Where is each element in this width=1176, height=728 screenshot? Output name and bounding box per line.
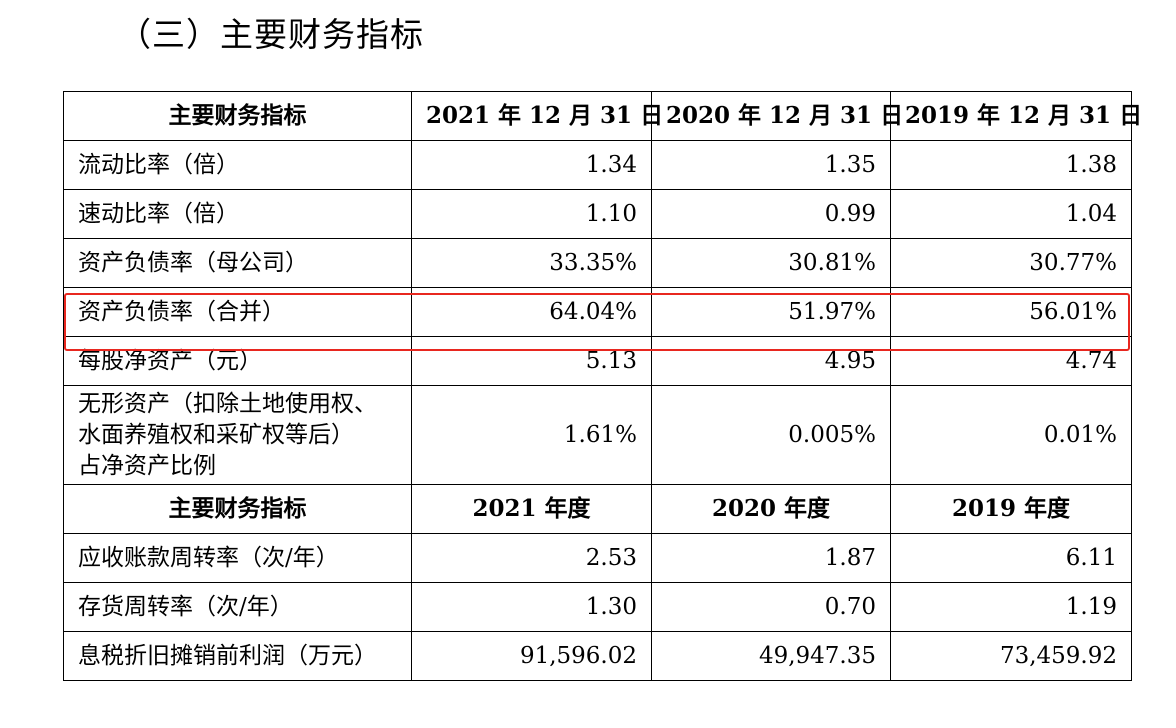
table-row: 存货周转率（次/年） 1.30 0.70 1.19 [63, 582, 1132, 632]
value-2019: 6.11 [890, 533, 1132, 583]
value-2020: 30.81% [651, 238, 891, 288]
value-2021: 91,596.02 [411, 631, 652, 681]
value-2020: 0.005% [651, 385, 891, 485]
row-label: 息税折旧摊销前利润（万元） [63, 631, 412, 681]
row-label-line: 无形资产（扣除土地使用权、 [78, 390, 377, 417]
row-label-line: 水面养殖权和采矿权等后） [78, 421, 354, 448]
value-2021: 1.61% [411, 385, 652, 485]
table-row: 息税折旧摊销前利润（万元） 91,596.02 49,947.35 73,459… [63, 631, 1132, 681]
value-2020: 0.99 [651, 189, 891, 239]
period-header-row: 主要财务指标 2021 年度 2020 年度 2019 年度 [63, 484, 1132, 534]
value-2020: 4.95 [651, 336, 891, 386]
table-row: 流动比率（倍） 1.34 1.35 1.38 [63, 140, 1132, 190]
table-row: 速动比率（倍） 1.10 0.99 1.04 [63, 189, 1132, 239]
value-2021: 1.34 [411, 140, 652, 190]
value-2019: 4.74 [890, 336, 1132, 386]
header-col-2020: 2020 年度 [651, 484, 891, 534]
highlighted-row: 资产负债率（合并） 64.04% 51.97% 56.01% [63, 287, 1132, 337]
section-heading: （三）主要财务指标 [118, 15, 424, 54]
row-label: 应收账款周转率（次/年） [63, 533, 412, 583]
value-2019: 56.01% [890, 287, 1132, 337]
value-2020: 51.97% [651, 287, 891, 337]
header-label-cell: 主要财务指标 [63, 484, 412, 534]
value-2019: 30.77% [890, 238, 1132, 288]
value-2020: 0.70 [651, 582, 891, 632]
value-2019: 73,459.92 [890, 631, 1132, 681]
balance-header-row: 主要财务指标 2021 年 12 月 31 日 2020 年 12 月 31 日… [63, 91, 1142, 141]
row-label-multiline: 无形资产（扣除土地使用权、 水面养殖权和采矿权等后） 占净资产比例 [63, 385, 412, 485]
value-2021: 1.30 [411, 582, 652, 632]
value-2020: 1.35 [651, 140, 891, 190]
header-col-2019: 2019 年度 [890, 484, 1132, 534]
value-2020: 49,947.35 [651, 631, 891, 681]
header-col-2021: 2021 年 12 月 31 日 [411, 91, 663, 141]
row-label: 每股净资产（元） [63, 336, 412, 386]
row-label: 存货周转率（次/年） [63, 582, 412, 632]
value-2019: 0.01% [890, 385, 1132, 485]
row-label: 资产负债率（母公司） [63, 238, 412, 288]
table-row: 资产负债率（母公司） 33.35% 30.81% 30.77% [63, 238, 1132, 288]
table-row: 应收账款周转率（次/年） 2.53 1.87 6.11 [63, 533, 1132, 583]
value-2021: 2.53 [411, 533, 652, 583]
row-label: 资产负债率（合并） [63, 287, 412, 337]
table-row: 无形资产（扣除土地使用权、 水面养殖权和采矿权等后） 占净资产比例 1.61% … [63, 385, 1132, 485]
row-label-line: 占净资产比例 [78, 452, 216, 479]
value-2021: 64.04% [411, 287, 652, 337]
header-label-cell: 主要财务指标 [63, 91, 412, 141]
value-2019: 1.38 [890, 140, 1132, 190]
value-2019: 1.04 [890, 189, 1132, 239]
value-2021: 33.35% [411, 238, 652, 288]
header-col-2019: 2019 年 12 月 31 日 [890, 91, 1142, 141]
header-col-2021: 2021 年度 [411, 484, 652, 534]
financial-indicators-table: 主要财务指标 2021 年 12 月 31 日 2020 年 12 月 31 日… [63, 91, 1142, 681]
row-label: 速动比率（倍） [63, 189, 412, 239]
value-2021: 1.10 [411, 189, 652, 239]
value-2019: 1.19 [890, 582, 1132, 632]
value-2021: 5.13 [411, 336, 652, 386]
header-col-2020: 2020 年 12 月 31 日 [651, 91, 903, 141]
row-label: 流动比率（倍） [63, 140, 412, 190]
table-row: 每股净资产（元） 5.13 4.95 4.74 [63, 336, 1132, 386]
value-2020: 1.87 [651, 533, 891, 583]
